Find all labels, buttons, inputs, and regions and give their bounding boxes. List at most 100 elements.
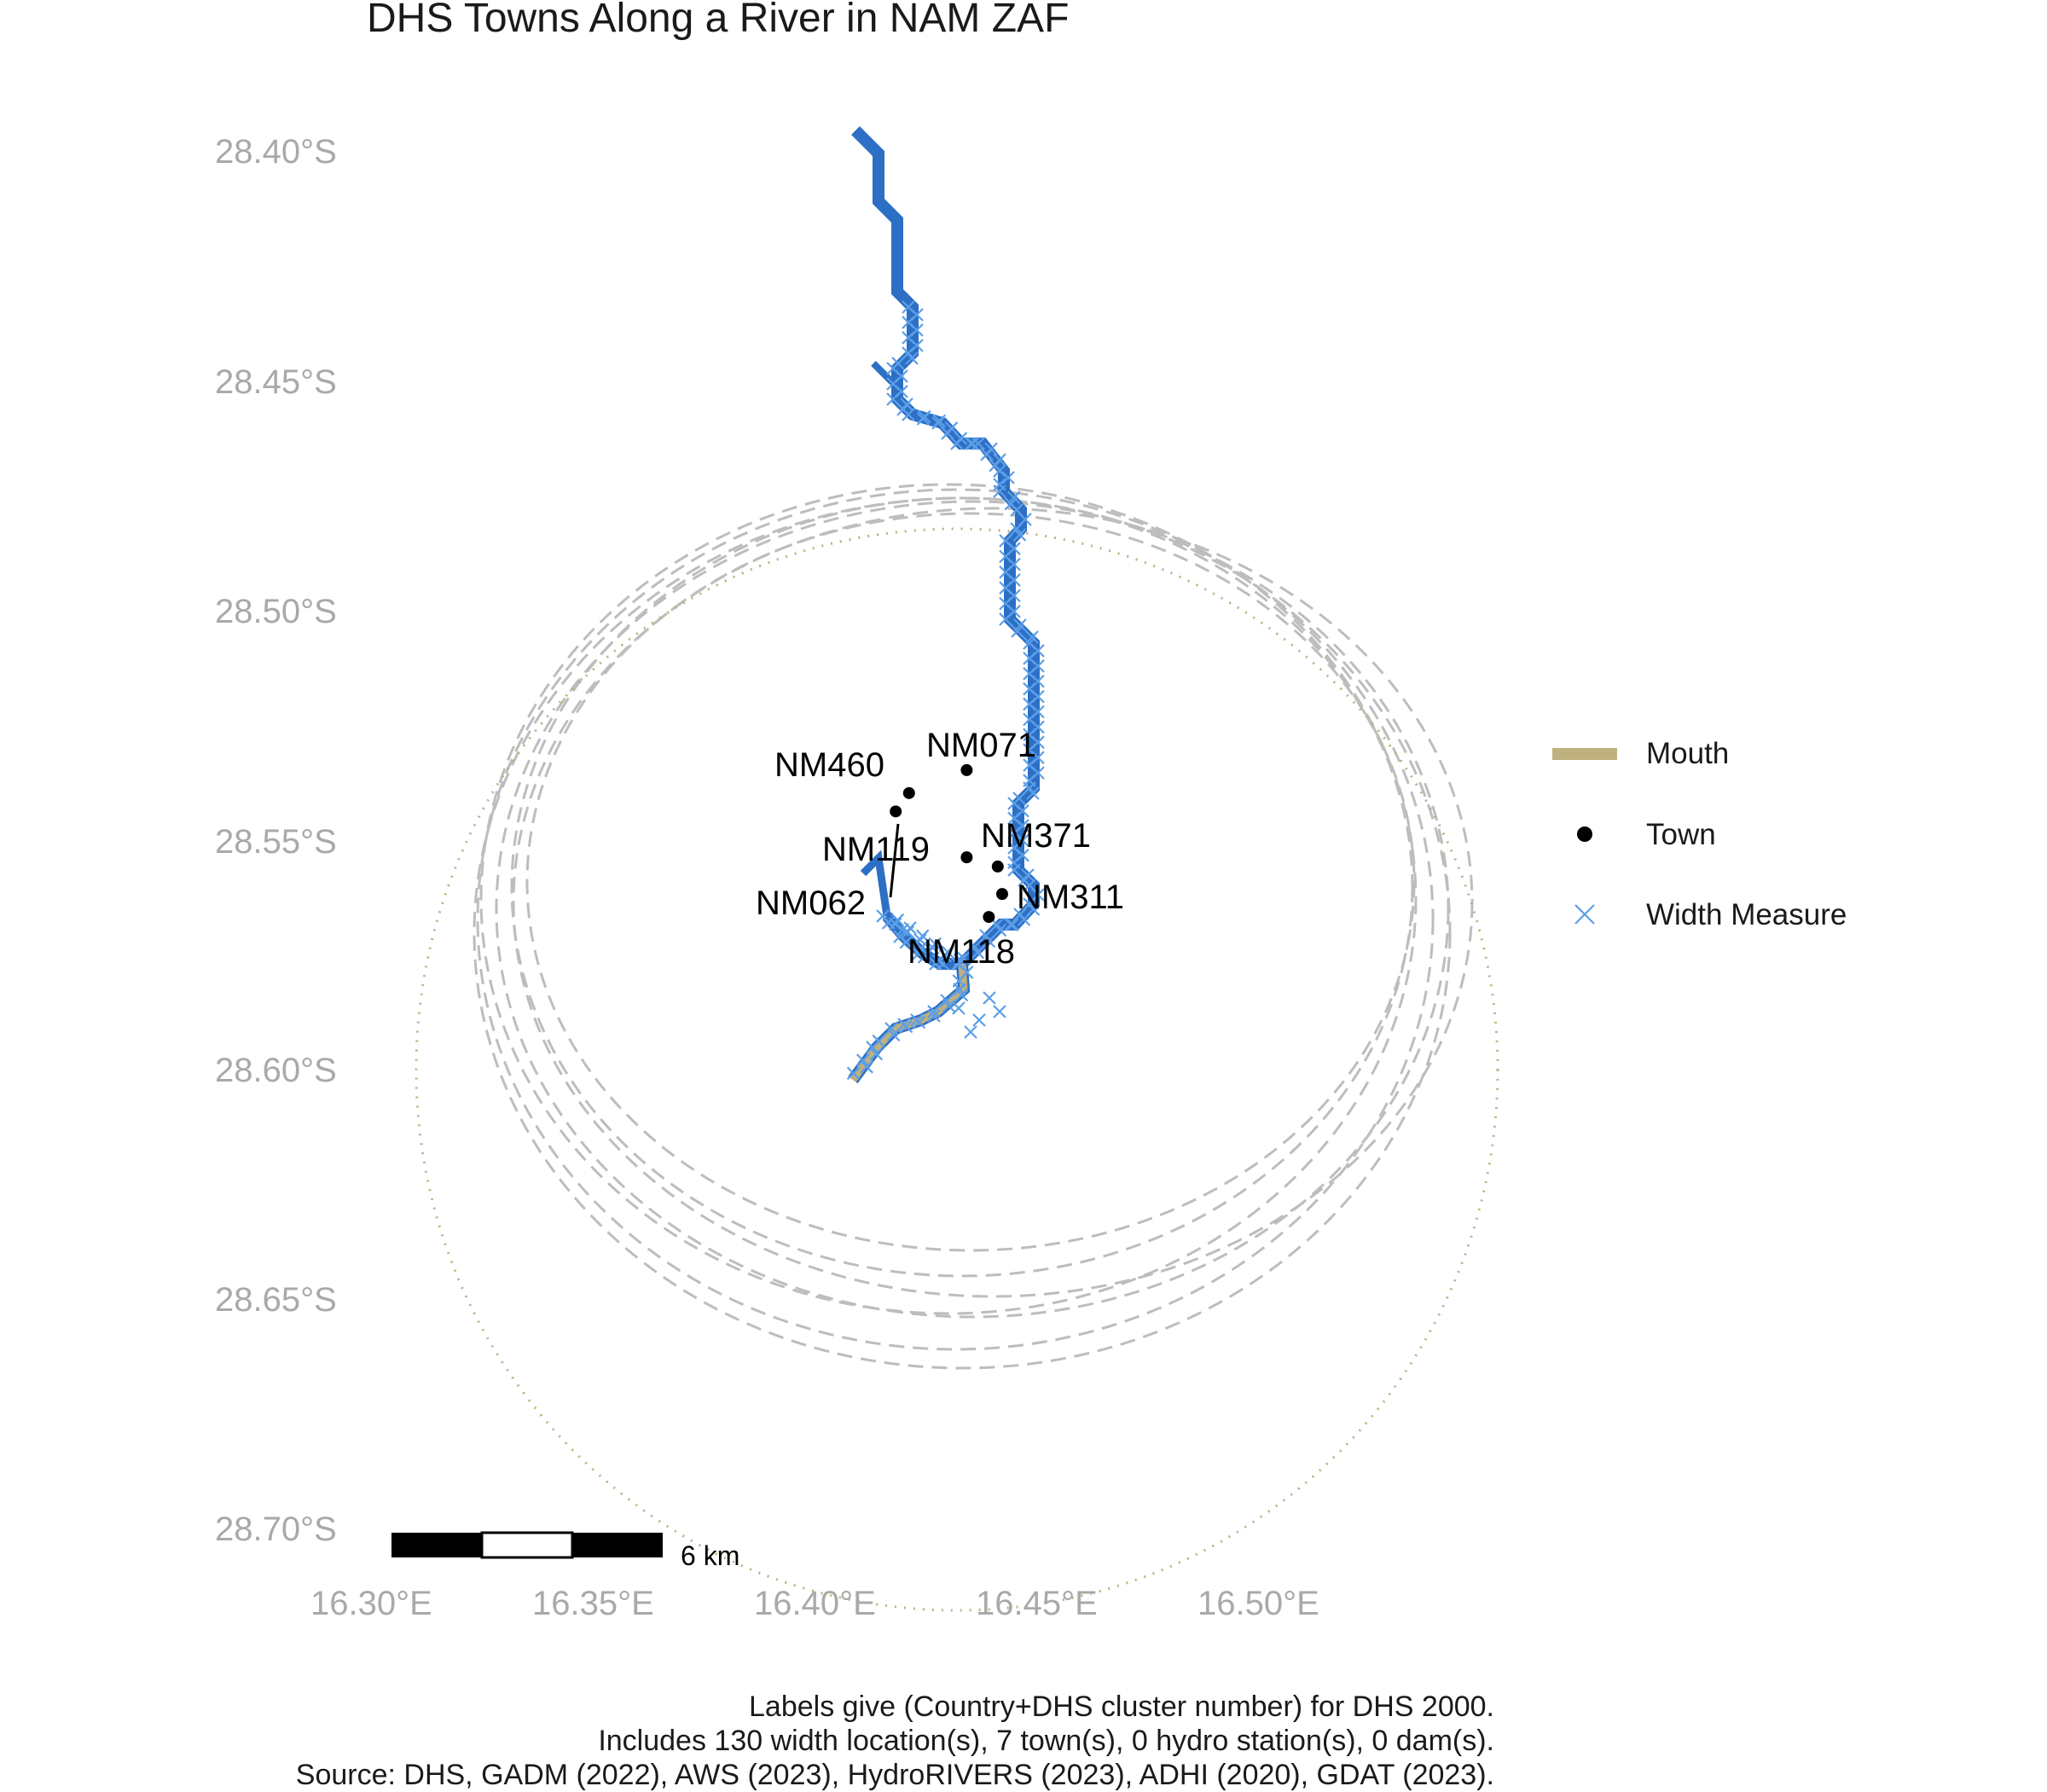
town-label-nm062: NM062 [756, 884, 866, 922]
legend-label-mouth: Mouth [1646, 737, 1730, 770]
width-measure-marker [856, 1053, 870, 1067]
river-mouth-segment [850, 963, 968, 1082]
town-point-nm460 [902, 786, 915, 799]
town-point-nm371 [991, 860, 1004, 873]
width-measure-marker [954, 988, 969, 1002]
width-measure-marker [983, 991, 996, 1005]
width-measure-marker [899, 1019, 913, 1034]
width-measure-marker [927, 1009, 941, 1023]
legend-icons [1552, 748, 1617, 925]
x-tick-label: 16.35°E [532, 1585, 654, 1622]
width-measure-marker [1007, 863, 1021, 877]
width-measure-marker [993, 464, 1006, 478]
mouth-buffer-circle [415, 527, 1499, 1612]
width-measure-marker [982, 934, 996, 948]
x-tick-label: 16.40°E [754, 1585, 876, 1622]
width-measure-marker [905, 351, 919, 365]
width-measure-marker [890, 913, 905, 927]
y-tick-label: 28.50°S [215, 593, 337, 630]
town-label-nm119: NM119 [822, 831, 930, 868]
river-tributary [860, 850, 891, 917]
y-tick-label: 28.45°S [215, 363, 337, 401]
width-measure-marker [952, 1001, 966, 1015]
width-measure-marker [927, 1005, 941, 1018]
buffer-circle [476, 488, 1435, 1351]
width-measure-marker [964, 1025, 977, 1039]
buffer-circle [473, 496, 1452, 1370]
river-connector-line [889, 823, 900, 898]
buffer-circle [512, 507, 1474, 1298]
width-measure-marker [971, 945, 985, 960]
width-measure-marker [913, 933, 927, 947]
town-point-nm062 [890, 805, 902, 818]
buffer-circle [479, 483, 1418, 1315]
width-measure-marker [886, 392, 900, 406]
town-point-nm071 [960, 763, 973, 776]
caption-line-3: Source: DHS, GADM (2022), AWS (2023), Hy… [295, 1759, 1494, 1791]
y-tick-label: 28.40°S [215, 133, 337, 171]
map-title: DHS Towns Along a River in NAM ZAF [367, 0, 1070, 41]
buffer-circles [415, 483, 1499, 1612]
width-measure-marker [1004, 918, 1018, 931]
width-measure-marker [950, 437, 964, 450]
width-measure-marker [876, 909, 890, 923]
y-tick-label: 28.60°S [215, 1052, 337, 1089]
scale-bar-label: 6 km [681, 1540, 740, 1571]
town-label-nm371: NM371 [981, 817, 1091, 855]
width-measure-marker [901, 925, 915, 939]
scale-bar [391, 1531, 663, 1559]
width-measure-marker [938, 948, 953, 963]
width-measure-marker [912, 1015, 926, 1029]
town-point-nm311 [996, 888, 1008, 901]
town-points [890, 763, 1008, 924]
width-measure-marker [925, 941, 940, 955]
width-measure-marker [869, 1047, 884, 1061]
width-measure-marker [866, 1041, 879, 1054]
buffer-circle [495, 500, 1450, 1319]
town-label-nm071: NM071 [926, 727, 1036, 764]
width-measure-marker [941, 945, 954, 959]
town-point-nm118 [983, 911, 995, 924]
width-measure-marker [993, 923, 1007, 937]
x-tick-label: 16.45°E [976, 1585, 1098, 1622]
x-tick-label: 16.30°E [310, 1585, 432, 1622]
x-tick-label: 16.50°E [1197, 1585, 1319, 1622]
width-measure-marker [966, 437, 980, 450]
y-tick-label: 28.55°S [215, 823, 337, 861]
width-measure-marker [888, 917, 902, 931]
width-measure-marker [1017, 913, 1031, 926]
legend-label-width-measure: Width Measure [1646, 898, 1847, 931]
width-measure-marker [1026, 786, 1040, 800]
town-point-nm119 [960, 851, 973, 864]
legend-width-measure-cross [1574, 904, 1595, 925]
caption-line-2: Includes 130 width location(s), 7 town(s… [598, 1725, 1494, 1757]
width-measure-marker [860, 1060, 873, 1074]
town-label-nm460: NM460 [774, 746, 884, 784]
width-measure-marker [915, 929, 930, 943]
width-measure-marker [980, 448, 994, 461]
width-measure-marker [1012, 528, 1027, 542]
buffer-circle [510, 496, 1414, 1278]
width-measure-marker [846, 1066, 861, 1081]
width-measure-marker [902, 408, 915, 421]
width-measure-marker [999, 612, 1012, 626]
width-measure-marker [903, 921, 917, 935]
width-measures [846, 300, 1045, 1081]
width-measure-marker [1001, 471, 1015, 484]
width-measure-marker [893, 930, 907, 943]
town-label-nm311: NM311 [1017, 879, 1124, 916]
width-measure-marker [916, 412, 931, 426]
town-label-nm118: NM118 [908, 933, 1015, 971]
legend-town-dot [1577, 826, 1592, 842]
width-measure-marker [1006, 918, 1019, 931]
width-measure-marker [993, 484, 1006, 498]
width-measure-marker [1011, 624, 1024, 638]
buffer-circle [525, 512, 1416, 1252]
width-measure-marker [928, 937, 942, 951]
width-measure-marker [972, 1013, 986, 1027]
width-measure-marker [993, 1005, 1006, 1018]
width-measure-marker [886, 1028, 901, 1042]
y-tick-label: 28.65°S [215, 1281, 337, 1319]
legend-label-town: Town [1646, 818, 1716, 851]
